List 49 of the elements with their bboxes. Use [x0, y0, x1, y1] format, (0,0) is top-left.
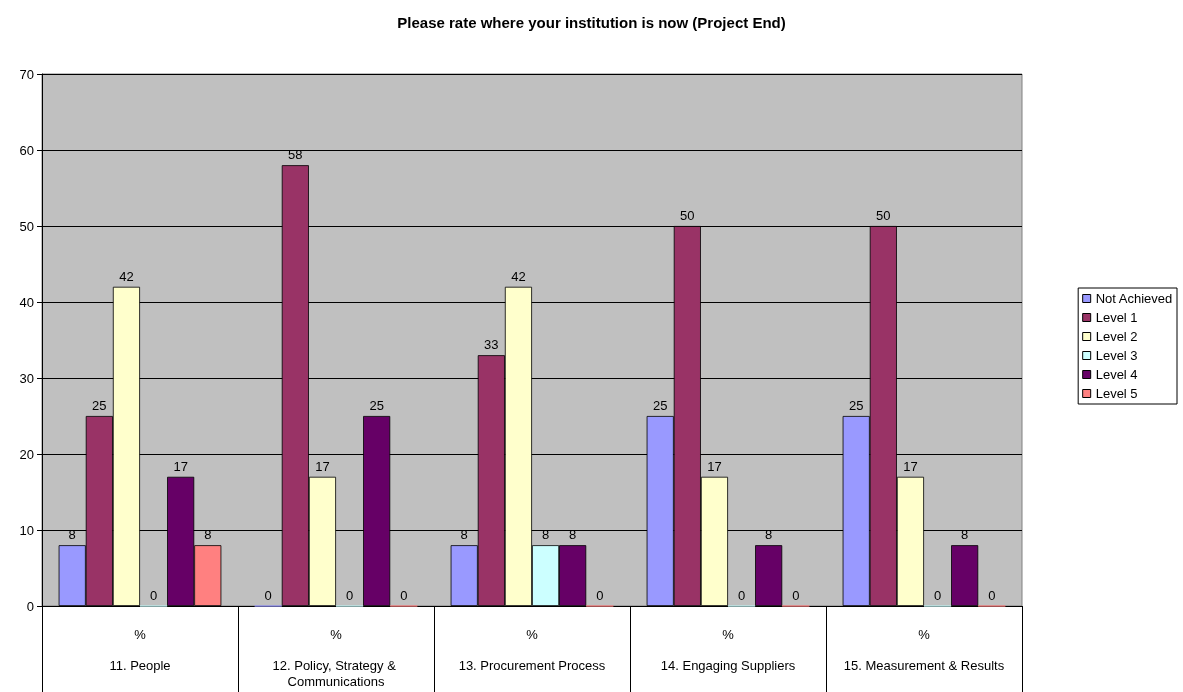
legend-label: Level 4: [1095, 367, 1138, 382]
data-label: 17: [173, 458, 188, 474]
legend-label: Level 2: [1095, 329, 1138, 344]
y-tick-label: 40: [19, 294, 34, 310]
text: %: [134, 627, 147, 642]
data-label: 17: [903, 458, 918, 474]
data-label: 0: [264, 587, 272, 603]
data-label: 25: [92, 398, 107, 413]
data-label: 0: [345, 587, 354, 603]
data-label: 17: [315, 458, 330, 474]
y-tick-label: 10: [19, 522, 34, 538]
data-label: 0: [988, 587, 996, 603]
data-label: 0: [792, 587, 800, 603]
legend-label: Not Achieved: [1095, 291, 1173, 306]
x-tick-label: 14. Engaging Suppliers: [660, 657, 796, 673]
bar: [951, 545, 979, 606]
data-label: 0: [737, 587, 746, 603]
legend-label: Level 3: [1095, 348, 1138, 363]
data-label: 0: [149, 587, 158, 603]
data-label: 50: [876, 208, 891, 223]
x-tick-label: 13. Procurement Process: [458, 657, 606, 673]
y-tick-label: 50: [19, 218, 34, 234]
text: %: [330, 627, 343, 642]
data-label: 25: [848, 398, 864, 413]
x-tick-label: 11. People: [109, 657, 171, 673]
data-label: 42: [511, 268, 526, 284]
legend-label: Level 1: [1095, 310, 1138, 325]
x-tick-label: 15. Measurement & Results: [843, 657, 1005, 673]
bar: [755, 545, 783, 606]
legend-label: Level 5: [1095, 386, 1138, 401]
y-tick-label: 0: [26, 598, 34, 614]
data-label: 25: [369, 398, 384, 413]
y-tick-label: 30: [19, 370, 34, 386]
y-tick-label: 70: [19, 66, 34, 82]
text: %: [918, 627, 931, 642]
data-label: 42: [119, 268, 134, 284]
text: %: [526, 627, 539, 642]
data-label: 0: [400, 587, 408, 603]
data-label: 25: [652, 398, 668, 413]
data-label: 17: [707, 458, 722, 474]
data-label: 0: [933, 587, 942, 603]
x-tick-label: 12. Policy, Strategy & Communications: [272, 657, 400, 689]
text: %: [722, 627, 735, 642]
y-tick-label: 20: [19, 446, 34, 462]
data-label: 33: [484, 337, 499, 353]
data-label: 0: [596, 587, 604, 603]
data-label: 50: [680, 208, 695, 223]
chart-title: Please rate where your institution is now (Project End): [397, 14, 786, 31]
y-tick-label: 60: [19, 142, 34, 158]
